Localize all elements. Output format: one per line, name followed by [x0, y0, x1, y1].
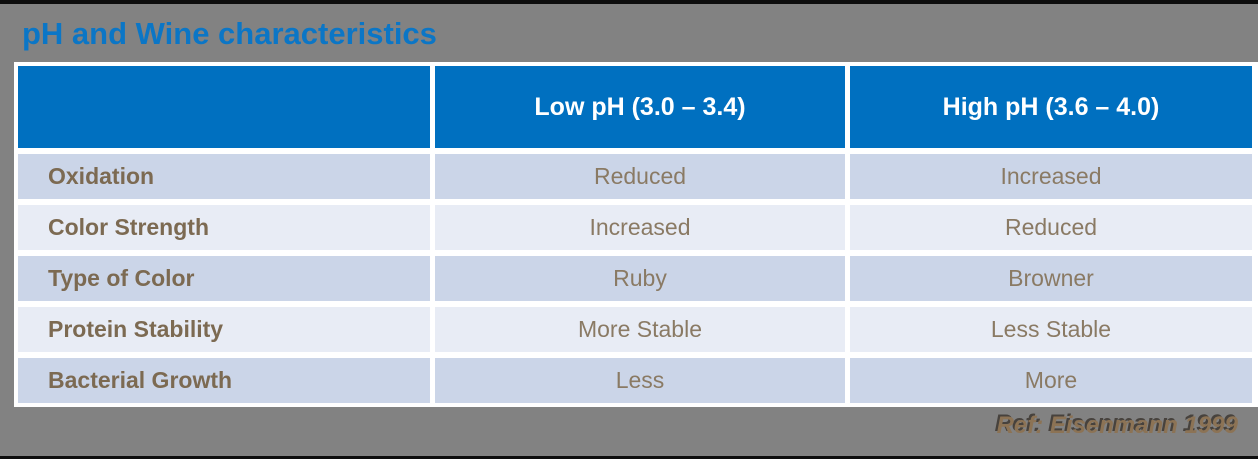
row-label-type-of-color: Type of Color — [18, 256, 430, 301]
header-cell-high-ph: High pH (3.6 – 4.0) — [850, 66, 1252, 148]
reference-citation: Ref: Eisenmann 1999 — [996, 412, 1238, 439]
page-title: pH and Wine characteristics — [22, 16, 437, 51]
cell-color-strength-low: Increased — [435, 205, 845, 250]
row-label-color-strength: Color Strength — [18, 205, 430, 250]
cell-bacterial-growth-low: Less — [435, 358, 845, 403]
top-border — [0, 0, 1258, 4]
row-label-oxidation: Oxidation — [18, 154, 430, 199]
cell-protein-stability-low: More Stable — [435, 307, 845, 352]
row-label-protein-stability: Protein Stability — [18, 307, 430, 352]
cell-type-of-color-high: Browner — [850, 256, 1252, 301]
ph-wine-table: Low pH (3.0 – 3.4) High pH (3.6 – 4.0) O… — [14, 62, 1258, 407]
cell-protein-stability-high: Less Stable — [850, 307, 1252, 352]
cell-oxidation-high: Increased — [850, 154, 1252, 199]
cell-color-strength-high: Reduced — [850, 205, 1252, 250]
row-label-bacterial-growth: Bacterial Growth — [18, 358, 430, 403]
header-cell-empty — [18, 66, 430, 148]
cell-type-of-color-low: Ruby — [435, 256, 845, 301]
header-cell-low-ph: Low pH (3.0 – 3.4) — [435, 66, 845, 148]
cell-oxidation-low: Reduced — [435, 154, 845, 199]
cell-bacterial-growth-high: More — [850, 358, 1252, 403]
bottom-border — [0, 456, 1258, 459]
